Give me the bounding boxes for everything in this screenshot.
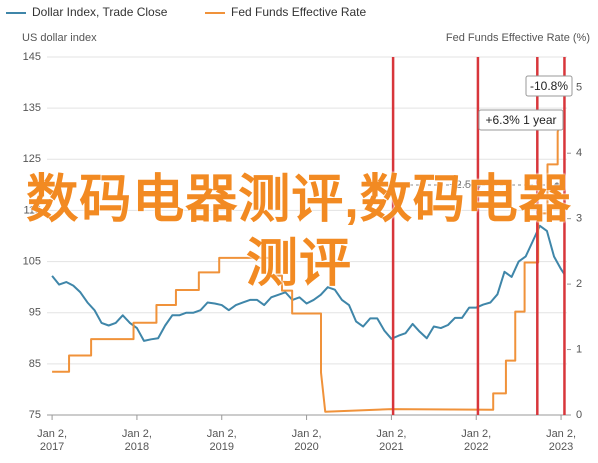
y-tick-label: 75 [29, 409, 41, 421]
x-tick-label: Jan 2, 2020 [291, 428, 322, 453]
series-line [51, 224, 566, 342]
series-line [52, 114, 566, 413]
x-tick-label: Jan 2, 2023 [546, 428, 577, 453]
y-tick-label: 85 [29, 358, 41, 370]
y-tick-label: 145 [23, 51, 41, 63]
x-tick-label: Jan 2, 2017 [37, 428, 68, 453]
y-tick-label: 115 [23, 204, 41, 216]
x-tick-label: Jan 2, 2018 [121, 428, 152, 453]
watermark: 数码电器测评,数码电器测评 [26, 171, 572, 293]
guide-dot [395, 182, 401, 188]
y-tick-label: 135 [23, 102, 41, 114]
x-tick-label: Jan 2, 2019 [206, 428, 237, 453]
guide-dot [554, 182, 560, 188]
y-axis-title: US dollar index [22, 32, 97, 44]
y2-axis-title: Fed Funds Effective Rate (%) [446, 32, 590, 44]
annotation: -10.8% [530, 79, 568, 93]
annotation: +2.5% [449, 179, 481, 191]
x-tick-label: Jan 2, 2022 [461, 428, 492, 453]
annotation-box [478, 109, 564, 131]
y-tick-label: 95 [29, 307, 41, 319]
y2-tick-label: 2 [576, 278, 582, 290]
annotation-box [525, 75, 573, 97]
y2-tick-label: 1 [576, 343, 582, 355]
y-tick-label: 125 [23, 153, 41, 165]
legend-label: Dollar Index, Trade Close [32, 5, 168, 19]
y2-tick-label: 4 [576, 147, 582, 159]
y2-tick-label: 5 [576, 82, 582, 94]
legend-label: Fed Funds Effective Rate [231, 5, 367, 19]
y2-tick-label: 0 [576, 409, 582, 421]
y-tick-label: 105 [23, 255, 41, 267]
annotation: +6.3% 1 year [485, 113, 556, 127]
x-tick-label: Jan 2, 2021 [376, 428, 407, 453]
y2-tick-label: 3 [576, 213, 582, 225]
